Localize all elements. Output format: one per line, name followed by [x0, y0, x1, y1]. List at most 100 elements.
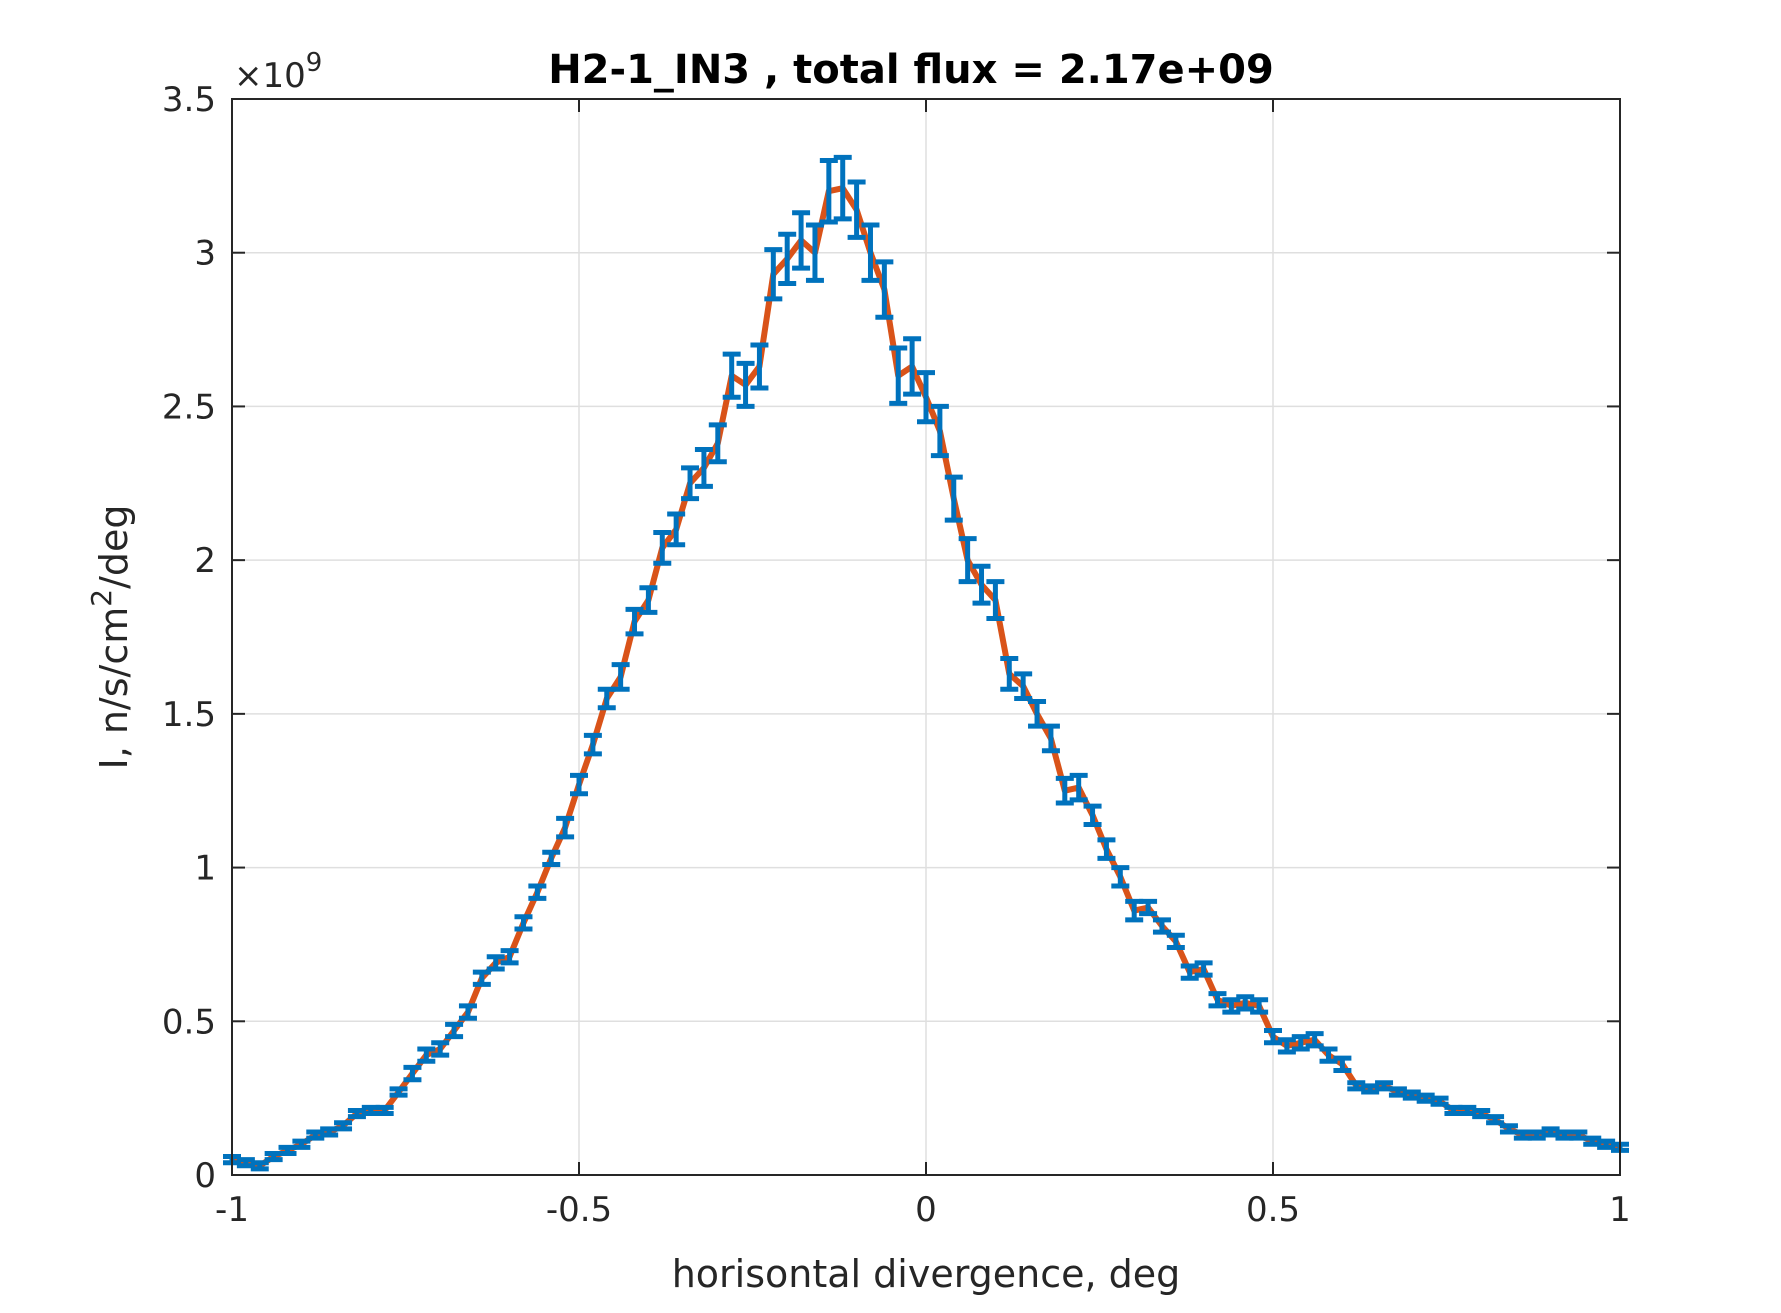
y-exponent-label: ×109	[234, 48, 322, 96]
error-bar	[458, 1003, 477, 1021]
error-bar	[306, 1129, 325, 1141]
y-exponent-power: 9	[306, 48, 323, 78]
error-bar	[1194, 960, 1213, 978]
error-bar	[1486, 1114, 1505, 1126]
error-bar	[292, 1138, 311, 1150]
error-bar	[500, 948, 519, 966]
error-bar	[583, 732, 602, 757]
y-axis-label-main: I, n/s/cm	[92, 607, 136, 770]
error-bar	[778, 231, 797, 286]
error-bar	[639, 585, 658, 615]
error-bar	[570, 772, 588, 797]
error-bar	[819, 157, 838, 225]
error-bar	[1208, 991, 1227, 1009]
y-tick-label: 2	[194, 541, 216, 581]
error-bar	[486, 954, 505, 972]
error-bar	[431, 1040, 450, 1058]
x-tick-label: -1	[215, 1190, 249, 1230]
error-bar	[625, 606, 644, 637]
error-bar	[1583, 1135, 1602, 1147]
error-bar	[1597, 1138, 1616, 1150]
y-tick-label: 2.5	[162, 387, 216, 427]
error-bar	[1402, 1089, 1421, 1101]
y-exponent-base: ×10	[234, 56, 306, 96]
error-bar	[1180, 963, 1199, 981]
error-bar	[542, 849, 561, 867]
error-bar	[250, 1160, 269, 1172]
error-bar	[1305, 1031, 1324, 1049]
y-tick-label: 1.5	[162, 695, 216, 735]
error-bar	[833, 154, 852, 222]
x-tick-label: 1	[1609, 1190, 1631, 1230]
x-axis-label: horisontal divergence, deg	[672, 1252, 1181, 1296]
error-bar	[1388, 1086, 1407, 1098]
error-bar	[889, 345, 908, 406]
error-bar	[764, 247, 783, 302]
error-bar	[875, 259, 894, 320]
error-bar	[1014, 671, 1033, 701]
ticks: -1 -0.5 0 0.5 1 0 0.5 1 1.5 2 2.5 3 3.5	[162, 80, 1631, 1230]
error-bar	[556, 815, 575, 840]
error-bar	[1152, 917, 1171, 935]
error-bar	[1347, 1080, 1366, 1092]
error-bar	[1236, 994, 1255, 1012]
error-bar	[1264, 1028, 1282, 1046]
error-bar	[708, 422, 727, 465]
error-bar	[403, 1064, 422, 1083]
error-bar	[1166, 932, 1185, 951]
error-bar	[472, 969, 491, 987]
error-bar	[375, 1104, 394, 1117]
error-bar	[236, 1157, 255, 1169]
error-bar	[1333, 1055, 1352, 1073]
error-bar	[667, 511, 686, 548]
error-bar	[1139, 898, 1158, 917]
error-bar	[1041, 723, 1060, 754]
error-bar	[861, 222, 880, 283]
error-bar	[1361, 1083, 1380, 1095]
x-tick-label: 0	[915, 1190, 937, 1230]
y-axis-label-tail: /deg	[92, 504, 136, 588]
error-bar	[389, 1086, 408, 1098]
error-bar	[1097, 837, 1116, 861]
error-bar	[792, 210, 811, 271]
error-bar	[986, 579, 1005, 622]
error-bar	[1069, 772, 1088, 803]
y-tick-label: 0	[194, 1156, 216, 1196]
error-bar	[694, 446, 713, 489]
x-tick-label: -0.5	[546, 1190, 612, 1230]
error-bar	[722, 351, 741, 400]
error-bar	[514, 914, 533, 932]
error-bar	[1277, 1037, 1296, 1055]
error-bar	[1527, 1129, 1546, 1141]
error-bar	[1430, 1095, 1449, 1107]
error-bar	[736, 360, 755, 409]
error-bar	[417, 1046, 436, 1064]
error-bar	[445, 1021, 464, 1040]
y-tick-label: 3.5	[162, 80, 216, 120]
error-bar	[1083, 803, 1102, 828]
error-bar	[611, 662, 630, 692]
error-bar	[917, 370, 935, 425]
x-tick-label: 0.5	[1246, 1190, 1300, 1230]
y-axis-label-superscript: 2	[85, 589, 118, 607]
error-bar	[847, 179, 866, 240]
error-bar	[653, 529, 672, 566]
error-bar	[1055, 775, 1074, 806]
y-tick-label: 0.5	[162, 1002, 216, 1042]
error-bar	[528, 883, 547, 901]
error-bar	[1416, 1092, 1435, 1104]
error-bar	[972, 563, 991, 606]
y-tick-label: 3	[194, 234, 216, 274]
error-bar	[334, 1120, 353, 1132]
error-bar	[1000, 656, 1019, 692]
error-bar	[1222, 997, 1241, 1015]
error-bar	[347, 1107, 366, 1120]
error-bar	[903, 336, 922, 397]
error-bar	[944, 474, 963, 523]
series	[223, 154, 1629, 1172]
error-bar	[1111, 865, 1130, 889]
error-bar	[1250, 997, 1269, 1015]
error-bar	[1291, 1034, 1310, 1052]
error-bar	[930, 403, 949, 459]
